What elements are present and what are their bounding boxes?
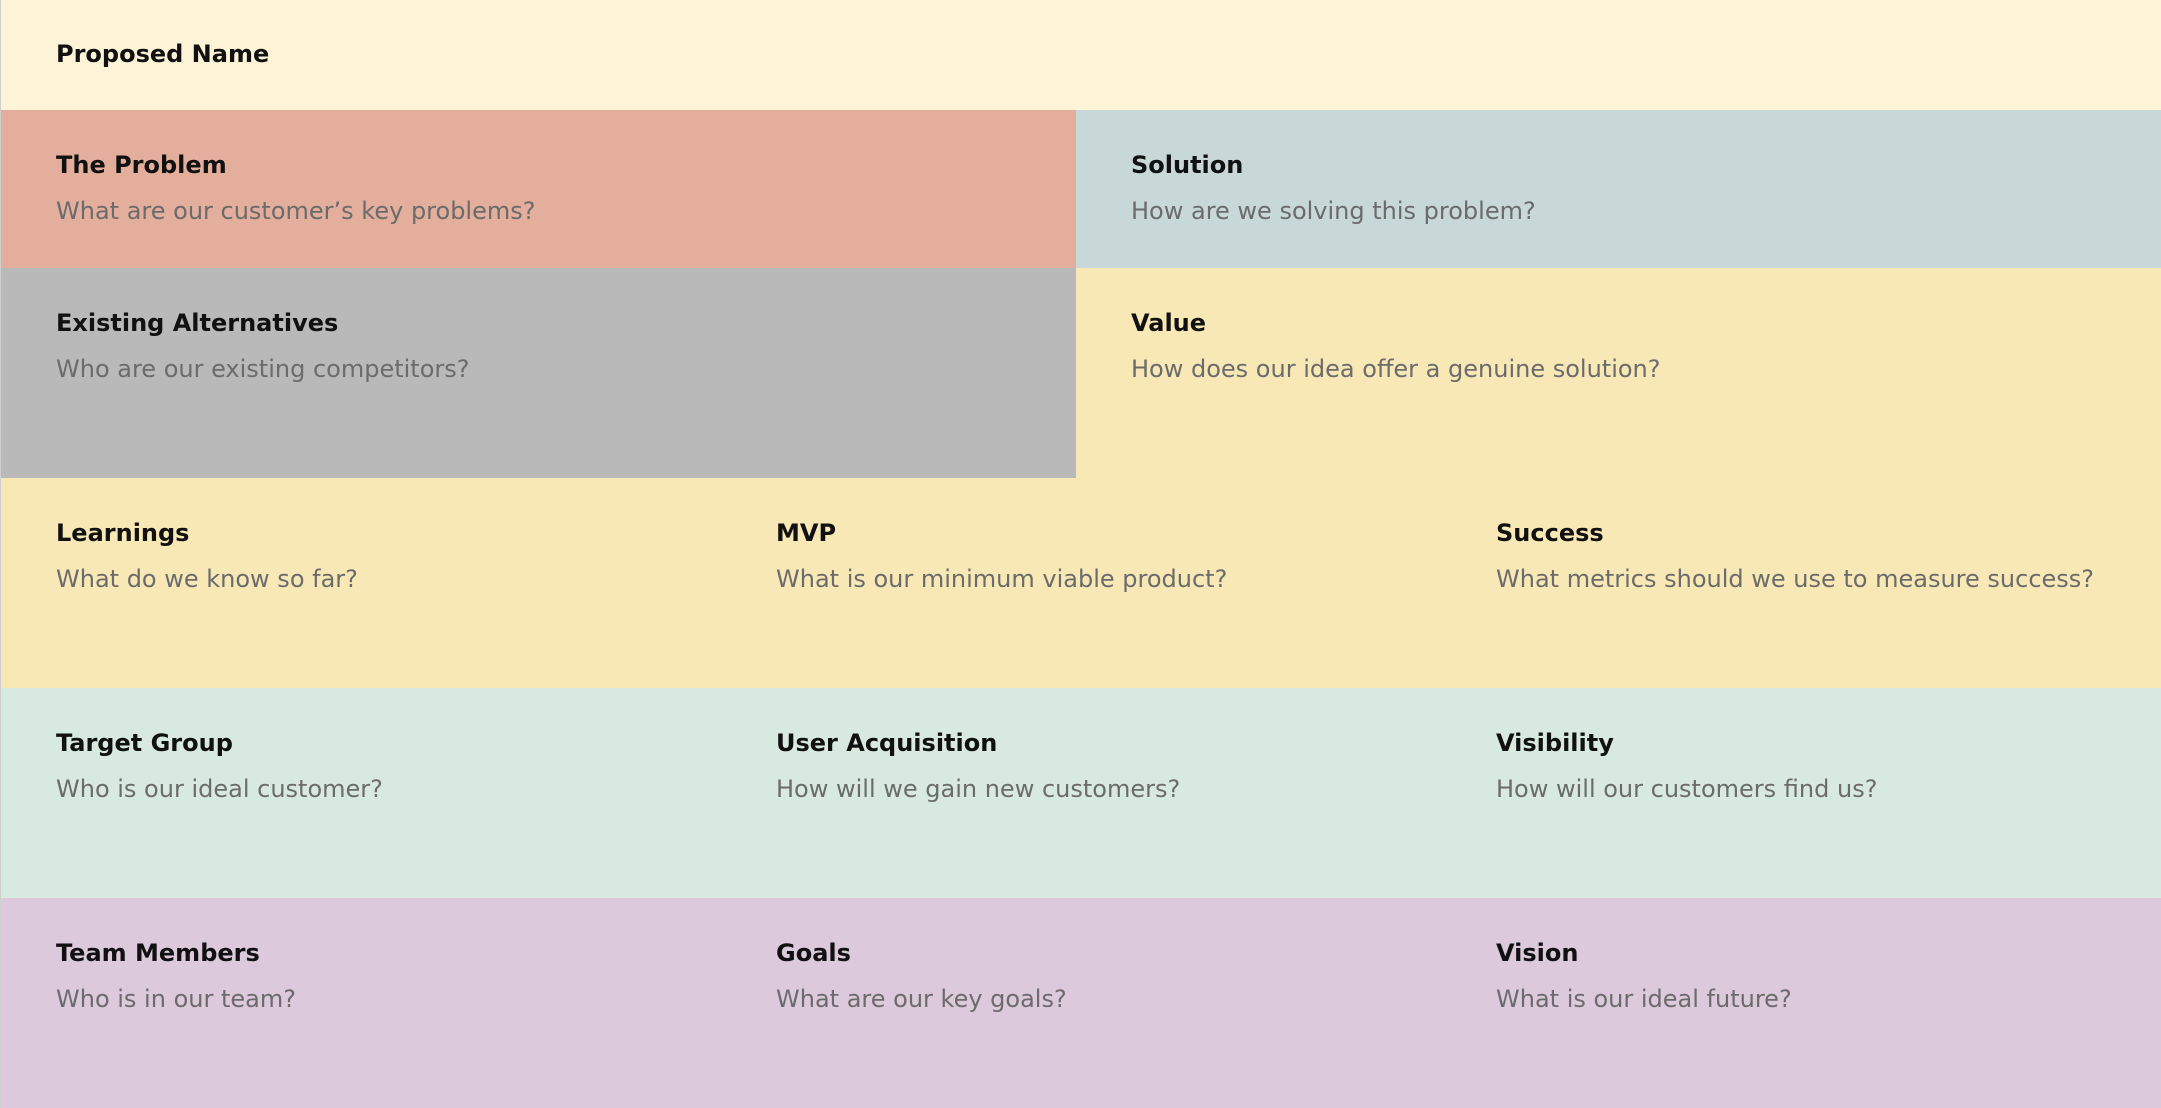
target-group-prompt: Who is our ideal customer?: [56, 775, 383, 803]
team-members-title: Team Members: [56, 939, 260, 967]
problem-section[interactable]: The Problem What are our customer’s key …: [1, 110, 1076, 268]
vision-title: Vision: [1496, 939, 1579, 967]
user-acquisition-prompt: How will we gain new customers?: [776, 775, 1181, 803]
team-members-section[interactable]: Team Members Who is in our team?: [1, 898, 721, 1108]
learnings-section[interactable]: Learnings What do we know so far?: [1, 478, 721, 688]
goals-title: Goals: [776, 939, 851, 967]
value-prompt: How does our idea offer a genuine soluti…: [1131, 355, 1661, 383]
learnings-title: Learnings: [56, 519, 190, 547]
problem-title: The Problem: [56, 151, 227, 179]
success-title: Success: [1496, 519, 1604, 547]
user-acquisition-title: User Acquisition: [776, 729, 998, 757]
existing-alternatives-title: Existing Alternatives: [56, 309, 339, 337]
target-group-title: Target Group: [56, 729, 233, 757]
proposed-name-section[interactable]: Proposed Name: [1, 0, 2161, 110]
mvp-title: MVP: [776, 519, 837, 547]
proposed-name-title: Proposed Name: [56, 40, 270, 68]
visibility-prompt: How will our customers find us?: [1496, 775, 1878, 803]
team-members-prompt: Who is in our team?: [56, 985, 296, 1013]
learnings-prompt: What do we know so far?: [56, 565, 358, 593]
target-group-section[interactable]: Target Group Who is our ideal customer?: [1, 688, 721, 898]
mvp-prompt: What is our minimum viable product?: [776, 565, 1228, 593]
value-section[interactable]: Value How does our idea offer a genuine …: [1076, 268, 2161, 478]
goals-section[interactable]: Goals What are our key goals?: [721, 898, 1441, 1108]
user-acquisition-section[interactable]: User Acquisition How will we gain new cu…: [721, 688, 1441, 898]
problem-prompt: What are our customer’s key problems?: [56, 197, 536, 225]
vision-section[interactable]: Vision What is our ideal future?: [1441, 898, 2161, 1108]
solution-section[interactable]: Solution How are we solving this problem…: [1076, 110, 2161, 268]
visibility-title: Visibility: [1496, 729, 1614, 757]
success-section[interactable]: Success What metrics should we use to me…: [1441, 478, 2161, 688]
existing-alternatives-section[interactable]: Existing Alternatives Who are our existi…: [1, 268, 1076, 478]
success-prompt: What metrics should we use to measure su…: [1496, 565, 2095, 593]
goals-prompt: What are our key goals?: [776, 985, 1067, 1013]
value-title: Value: [1131, 309, 1207, 337]
visibility-section[interactable]: Visibility How will our customers find u…: [1441, 688, 2161, 898]
mvp-section[interactable]: MVP What is our minimum viable product?: [721, 478, 1441, 688]
existing-alternatives-prompt: Who are our existing competitors?: [56, 355, 470, 383]
solution-prompt: How are we solving this problem?: [1131, 197, 1536, 225]
vision-prompt: What is our ideal future?: [1496, 985, 1792, 1013]
solution-title: Solution: [1131, 151, 1244, 179]
